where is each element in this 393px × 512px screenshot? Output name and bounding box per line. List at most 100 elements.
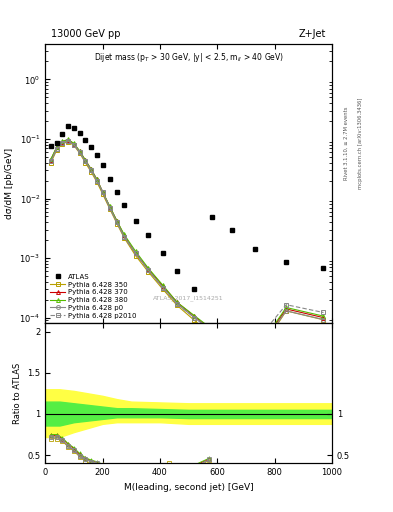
- ATLAS: [77, 130, 82, 136]
- Pythia 6.428 370: [115, 218, 119, 224]
- Pythia 6.428 370: [252, 351, 257, 357]
- Pythia 6.428 370: [77, 148, 82, 155]
- Pythia 6.428 380: [107, 203, 112, 209]
- Pythia 6.428 350: [160, 286, 165, 292]
- Pythia 6.428 370: [89, 166, 94, 173]
- Text: Dijet mass (p$_{T}$ > 30 GeV, |y| < 2.5, m$_{ll}$ > 40 GeV): Dijet mass (p$_{T}$ > 30 GeV, |y| < 2.5,…: [94, 51, 284, 63]
- Pythia 6.428 380: [252, 350, 257, 356]
- Line: Pythia 6.428 p0: Pythia 6.428 p0: [49, 139, 325, 357]
- Pythia 6.428 p0: [252, 353, 257, 359]
- Pythia 6.428 p2010: [100, 188, 105, 195]
- Pythia 6.428 380: [115, 218, 119, 224]
- ATLAS: [94, 152, 99, 158]
- Pythia 6.428 370: [107, 204, 112, 210]
- ATLAS: [321, 265, 326, 271]
- Pythia 6.428 370: [160, 283, 165, 289]
- Pythia 6.428 p2010: [54, 145, 59, 152]
- Pythia 6.428 350: [192, 317, 197, 324]
- Pythia 6.428 p0: [49, 158, 53, 164]
- Pythia 6.428 p0: [209, 328, 214, 334]
- Pythia 6.428 350: [66, 139, 70, 145]
- Text: 13000 GeV pp: 13000 GeV pp: [51, 29, 120, 39]
- ATLAS: [100, 162, 105, 168]
- Pythia 6.428 p2010: [60, 139, 65, 145]
- Legend: ATLAS, Pythia 6.428 350, Pythia 6.428 370, Pythia 6.428 380, Pythia 6.428 p0, Py: ATLAS, Pythia 6.428 350, Pythia 6.428 37…: [47, 271, 140, 322]
- Pythia 6.428 370: [321, 314, 326, 321]
- Pythia 6.428 370: [54, 144, 59, 151]
- Pythia 6.428 p0: [77, 149, 82, 155]
- Pythia 6.428 p2010: [115, 219, 119, 225]
- Pythia 6.428 380: [89, 166, 94, 173]
- Pythia 6.428 p2010: [321, 309, 326, 315]
- Pythia 6.428 370: [284, 306, 288, 312]
- Pythia 6.428 p2010: [284, 302, 288, 308]
- Pythia 6.428 p2010: [252, 339, 257, 346]
- Pythia 6.428 p0: [133, 250, 138, 257]
- ATLAS: [146, 232, 151, 239]
- Line: Pythia 6.428 350: Pythia 6.428 350: [49, 140, 325, 361]
- Pythia 6.428 p0: [60, 139, 65, 145]
- Pythia 6.428 p0: [321, 316, 326, 323]
- Pythia 6.428 p0: [107, 205, 112, 211]
- Pythia 6.428 380: [49, 156, 53, 162]
- Pythia 6.428 p2010: [175, 301, 180, 307]
- Pythia 6.428 350: [133, 252, 138, 259]
- Pythia 6.428 p0: [66, 138, 70, 144]
- Pythia 6.428 p0: [160, 285, 165, 291]
- ATLAS: [107, 176, 112, 182]
- Line: Pythia 6.428 p2010: Pythia 6.428 p2010: [49, 139, 325, 345]
- Pythia 6.428 370: [60, 139, 65, 145]
- Pythia 6.428 380: [60, 138, 65, 144]
- Pythia 6.428 p0: [115, 219, 119, 225]
- Pythia 6.428 380: [192, 313, 197, 319]
- Pythia 6.428 380: [133, 248, 138, 254]
- ATLAS: [60, 131, 65, 137]
- Pythia 6.428 p2010: [49, 158, 53, 164]
- Pythia 6.428 380: [54, 144, 59, 150]
- Pythia 6.428 350: [94, 179, 99, 185]
- Pythia 6.428 350: [49, 160, 53, 166]
- Pythia 6.428 p0: [284, 308, 288, 314]
- Pythia 6.428 350: [321, 317, 326, 323]
- Pythia 6.428 p2010: [66, 138, 70, 144]
- Pythia 6.428 350: [122, 234, 127, 241]
- Pythia 6.428 p2010: [72, 142, 76, 148]
- Line: Pythia 6.428 370: Pythia 6.428 370: [49, 138, 325, 356]
- Pythia 6.428 p2010: [89, 167, 94, 173]
- ATLAS: [133, 218, 138, 224]
- ATLAS: [49, 143, 53, 150]
- Text: Rivet 3.1.10, ≥ 2.7M events: Rivet 3.1.10, ≥ 2.7M events: [344, 106, 349, 180]
- Pythia 6.428 p0: [83, 158, 88, 164]
- Pythia 6.428 370: [49, 157, 53, 163]
- Pythia 6.428 p2010: [107, 205, 112, 211]
- Pythia 6.428 380: [100, 188, 105, 195]
- Pythia 6.428 380: [72, 140, 76, 146]
- ATLAS: [175, 268, 180, 274]
- ATLAS: [209, 214, 214, 220]
- Y-axis label: dσ/dM [pb/GeV]: dσ/dM [pb/GeV]: [5, 148, 14, 219]
- Pythia 6.428 p2010: [133, 250, 138, 257]
- Pythia 6.428 350: [107, 206, 112, 212]
- ATLAS: [252, 246, 257, 252]
- Pythia 6.428 370: [133, 250, 138, 257]
- Text: mcplots.cern.ch [arXiv:1306.3436]: mcplots.cern.ch [arXiv:1306.3436]: [358, 98, 364, 189]
- Pythia 6.428 380: [284, 305, 288, 311]
- Pythia 6.428 370: [230, 339, 234, 346]
- Pythia 6.428 p2010: [209, 327, 214, 333]
- Line: Pythia 6.428 380: Pythia 6.428 380: [49, 138, 325, 355]
- Pythia 6.428 p0: [146, 267, 151, 273]
- Pythia 6.428 p0: [122, 233, 127, 240]
- Pythia 6.428 p0: [94, 178, 99, 184]
- Pythia 6.428 350: [77, 150, 82, 156]
- X-axis label: M(leading, second jet) [GeV]: M(leading, second jet) [GeV]: [124, 483, 253, 492]
- Pythia 6.428 370: [209, 327, 214, 333]
- Pythia 6.428 350: [89, 169, 94, 175]
- Pythia 6.428 p2010: [94, 178, 99, 184]
- Pythia 6.428 350: [54, 147, 59, 153]
- Pythia 6.428 380: [83, 157, 88, 163]
- Pythia 6.428 350: [284, 308, 288, 314]
- ATLAS: [122, 202, 127, 208]
- Line: ATLAS: ATLAS: [48, 123, 326, 292]
- Text: Z+Jet: Z+Jet: [299, 29, 326, 39]
- ATLAS: [72, 124, 76, 131]
